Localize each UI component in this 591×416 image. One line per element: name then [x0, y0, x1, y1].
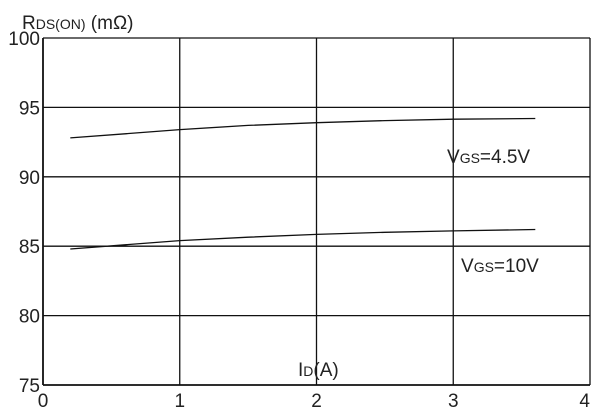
- series-line-0: [70, 117, 536, 139]
- y-axis-title-subscript: DS(ON): [36, 16, 86, 32]
- grid-layer: [43, 38, 590, 385]
- frame-layer: [42, 37, 591, 386]
- x-tick-label-0: 0: [38, 391, 49, 411]
- series-layer: [70, 117, 536, 250]
- y-axis-title-unit: (mΩ): [86, 13, 134, 34]
- series-label-vgs-10v-subscript: GS: [474, 259, 494, 275]
- series-line-1: [70, 228, 536, 250]
- y-tick-label-90: 90: [19, 168, 40, 189]
- y-tick-label-95: 95: [19, 98, 40, 119]
- x-tick-label-1: 1: [174, 391, 185, 411]
- y-axis-title: RDS(ON) (mΩ): [22, 13, 133, 34]
- series-label-vgs-4-5v-value: =4.5V: [480, 147, 531, 168]
- x-axis-title: ID(A): [298, 360, 339, 381]
- y-tick-label-80: 80: [19, 307, 40, 328]
- x-axis-title-unit: (A): [313, 360, 338, 381]
- tick-labels-layer: 0 1 2 3 4 75 80 85 90 95 100: [8, 29, 590, 412]
- y-axis-title-main: R: [22, 13, 36, 34]
- series-label-vgs-4-5v-main: V: [447, 147, 460, 168]
- x-axis-title-subscript: D: [303, 363, 313, 379]
- series-label-vgs-10v-main: V: [461, 256, 474, 277]
- y-tick-label-75: 75: [19, 376, 40, 397]
- y-tick-label-85: 85: [19, 237, 40, 258]
- series-label-vgs-4-5v: VGS=4.5V: [447, 147, 530, 168]
- x-tick-label-3: 3: [448, 391, 459, 411]
- x-axis-title-main: I: [298, 360, 303, 381]
- series-label-vgs-10v-value: =10V: [494, 256, 539, 277]
- y-tick-label-100: 100: [8, 29, 40, 50]
- x-tick-label-2: 2: [311, 391, 322, 411]
- x-tick-label-4: 4: [579, 391, 590, 411]
- series-label-vgs-4-5v-subscript: GS: [460, 150, 480, 166]
- series-label-vgs-10v: VGS=10V: [461, 256, 539, 277]
